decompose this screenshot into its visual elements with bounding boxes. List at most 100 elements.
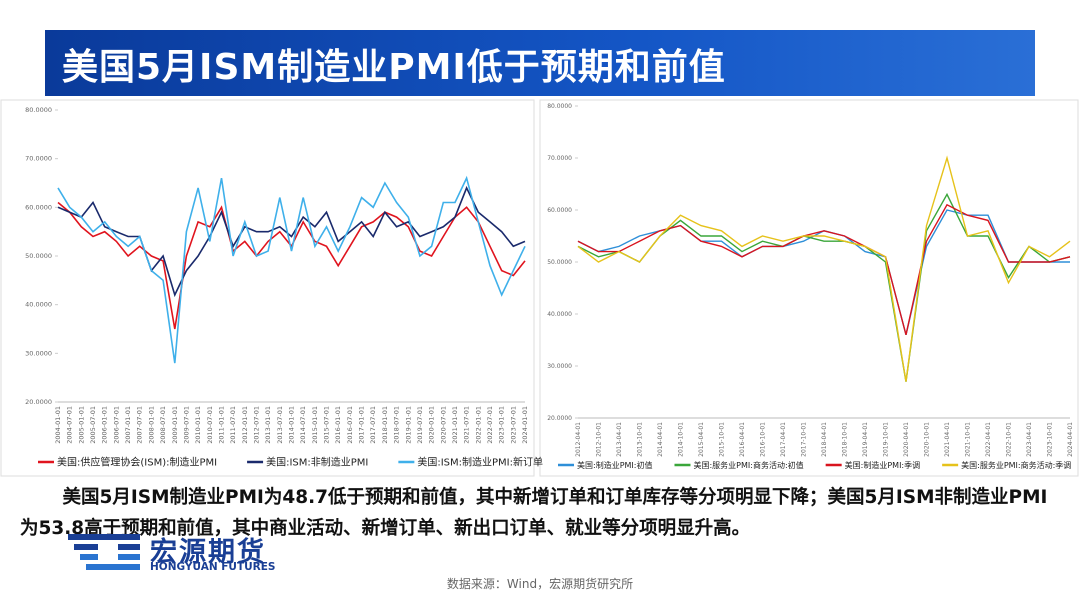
- x-tick-label: 2018-04-01: [821, 422, 828, 457]
- y-tick-label: 70.0000: [25, 155, 52, 163]
- x-tick-label: 2017-01-01: [358, 406, 366, 444]
- y-tick-label: 40.0000: [25, 301, 52, 309]
- x-tick-label: 2015-01-01: [311, 406, 319, 444]
- x-tick-label: 2016-04-01: [739, 422, 746, 457]
- x-tick-label: 2006-07-01: [112, 406, 120, 444]
- series-line: [577, 209, 1070, 335]
- x-tick-label: 2015-04-01: [698, 422, 705, 457]
- x-tick-label: 2017-10-01: [801, 422, 808, 457]
- x-tick-label: 2021-01-01: [451, 406, 459, 444]
- y-tick-label: 50.0000: [25, 252, 52, 260]
- y-tick-label: 20.0000: [547, 415, 572, 422]
- x-tick-label: 2014-04-01: [657, 422, 664, 457]
- x-tick-label: 2019-10-01: [883, 422, 890, 457]
- x-tick-label: 2015-10-01: [719, 422, 726, 457]
- x-tick-label: 2016-10-01: [760, 422, 767, 457]
- x-tick-label: 2005-01-01: [77, 406, 85, 444]
- x-tick-label: 2022-07-01: [486, 406, 494, 444]
- x-tick-label: 2020-01-01: [428, 406, 436, 444]
- x-tick-label: 2012-01-01: [241, 406, 249, 444]
- x-tick-label: 2016-01-01: [334, 406, 342, 444]
- title-banner: [45, 30, 1035, 96]
- x-tick-label: 2004-07-01: [66, 406, 74, 444]
- series-line: [57, 185, 526, 298]
- y-tick-label: 60.0000: [25, 203, 52, 211]
- x-tick-label: 2023-04-01: [1026, 422, 1033, 457]
- x-tick-label: 2018-01-01: [381, 406, 389, 444]
- y-tick-label: 20.0000: [25, 398, 52, 406]
- summary-text: 美国5月ISM制造业PMI为48.7低于预期和前值，其中新增订单和订单库存等分项…: [20, 487, 1048, 539]
- x-tick-label: 2012-07-01: [252, 406, 260, 444]
- series-line: [577, 192, 1071, 382]
- chart-frame: [539, 99, 1079, 477]
- logo-subtitle: HONGYUAN FUTURES: [150, 561, 276, 573]
- x-tick-label: 2011-07-01: [229, 406, 237, 444]
- x-tick-label: 2013-01-01: [264, 406, 272, 444]
- x-tick-label: 2022-10-01: [1006, 422, 1013, 457]
- logo-name: 宏源期货: [150, 537, 266, 568]
- x-tick-label: 2022-01-01: [474, 406, 482, 444]
- y-tick-label: 40.0000: [547, 311, 572, 318]
- x-tick-label: 2019-04-01: [862, 422, 869, 457]
- logo-icon: [68, 534, 140, 570]
- x-tick-label: 2020-04-01: [903, 422, 910, 457]
- x-tick-label: 2024-01-01: [521, 406, 529, 444]
- x-tick-label: 2007-07-01: [136, 406, 144, 444]
- y-tick-label: 80.0000: [25, 106, 52, 114]
- y-tick-label: 80.0000: [547, 103, 572, 110]
- x-tick-label: 2020-10-01: [924, 422, 931, 457]
- x-tick-label: 2012-04-01: [575, 422, 582, 457]
- x-tick-label: 2016-07-01: [346, 406, 354, 444]
- x-tick-label: 2022-04-01: [985, 422, 992, 457]
- x-tick-label: 2014-07-01: [299, 406, 307, 444]
- series-line: [577, 155, 1071, 382]
- x-tick-label: 2004-01-01: [54, 406, 62, 444]
- legend-label: 美国:ISM:制造业PMI:新订单: [417, 456, 543, 469]
- x-tick-label: 2009-07-01: [182, 406, 190, 444]
- x-tick-label: 2005-07-01: [89, 406, 97, 444]
- x-tick-label: 2008-07-01: [159, 406, 167, 444]
- charts: 20.0000 30.0000 40.0000 50.0000 60.0000 70.00…: [0, 99, 1079, 477]
- x-tick-label: 2014-10-01: [678, 422, 685, 457]
- x-tick-label: 2014-01-01: [288, 406, 296, 444]
- x-tick-label: 2021-10-01: [965, 422, 972, 457]
- x-tick-label: 2015-07-01: [323, 406, 331, 444]
- x-tick-label: 2020-07-01: [439, 406, 447, 444]
- x-tick-label: 2017-04-01: [780, 422, 787, 457]
- series-line: [577, 203, 1071, 335]
- x-tick-label: 2017-07-01: [369, 406, 377, 444]
- x-tick-label: 2008-01-01: [147, 406, 155, 444]
- source-note: 数据来源：Wind，宏源期货研究所: [446, 577, 634, 591]
- x-tick-label: 2012-10-01: [596, 422, 603, 457]
- x-tick-label: 2013-10-01: [637, 422, 644, 457]
- x-tick-label: 2023-07-01: [509, 406, 517, 444]
- x-tick-label: 2007-01-01: [124, 406, 132, 444]
- legend-label: 美国:ISM:非制造业PMI: [266, 456, 368, 469]
- legend-label: 美国:制造业PMI:季调: [845, 460, 920, 470]
- y-tick-label: 70.0000: [547, 155, 572, 162]
- y-tick-label: 60.0000: [547, 207, 572, 214]
- x-tick-label: 2018-07-01: [393, 406, 401, 444]
- x-tick-label: 2019-01-01: [404, 406, 412, 444]
- x-tick-label: 2023-10-01: [1047, 422, 1054, 457]
- x-tick-label: 2013-07-01: [276, 406, 284, 444]
- legend-label: 美国:制造业PMI:初值: [577, 460, 652, 470]
- y-tick-label: 30.0000: [547, 363, 572, 370]
- x-tick-label: 2010-07-01: [206, 406, 214, 444]
- x-tick-label: 2009-01-01: [171, 406, 179, 444]
- x-tick-label: 2021-04-01: [944, 422, 951, 457]
- x-tick-label: 2018-10-01: [842, 422, 849, 457]
- chart-frame: [0, 99, 535, 477]
- slide-title: 美国5月ISM制造业PMI低于预期和前值: [62, 47, 726, 88]
- legend-label: 美国:供应管理协会(ISM):制造业PMI: [57, 456, 217, 469]
- legend-label: 美国:服务业PMI:商务活动:初值: [693, 460, 803, 470]
- y-tick-label: 30.0000: [25, 349, 52, 357]
- x-tick-label: 2011-01-01: [217, 406, 225, 444]
- x-tick-label: 2006-01-01: [101, 406, 109, 444]
- x-tick-label: 2013-04-01: [616, 422, 623, 457]
- x-tick-label: 2023-01-01: [498, 406, 506, 444]
- series-line: [57, 201, 526, 330]
- x-tick-label: 2019-07-01: [416, 406, 424, 444]
- x-tick-label: 2010-01-01: [194, 406, 202, 444]
